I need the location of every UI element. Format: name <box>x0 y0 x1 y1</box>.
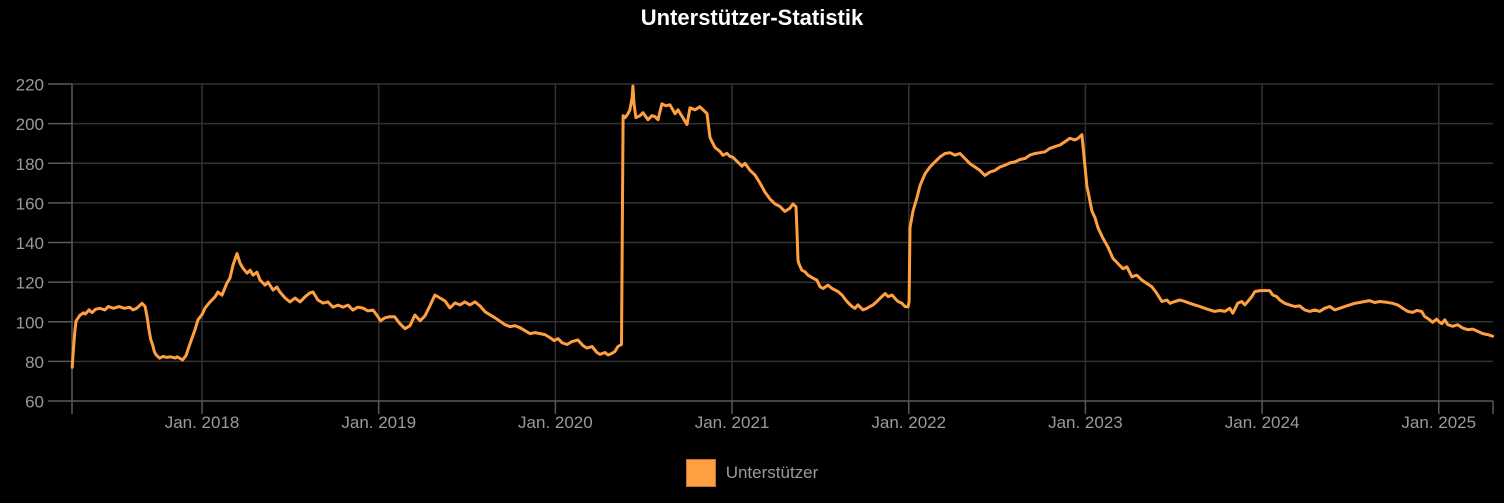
x-tick-label: Jan. 2021 <box>695 413 770 432</box>
y-tick-label: 120 <box>16 274 44 293</box>
x-tick-label: Jan. 2020 <box>518 413 593 432</box>
legend: Unterstützer <box>0 459 1504 487</box>
gridlines <box>72 83 1493 401</box>
chart-title: Unterstützer-Statistik <box>640 5 864 30</box>
y-tick-label: 200 <box>16 115 44 134</box>
x-tick-label: Jan. 2024 <box>1225 413 1300 432</box>
x-tick-label: Jan. 2025 <box>1401 413 1476 432</box>
x-tick-label: Jan. 2018 <box>165 413 240 432</box>
x-tick-label: Jan. 2022 <box>871 413 946 432</box>
y-tick-label: 160 <box>16 194 44 213</box>
legend-swatch <box>685 459 716 487</box>
y-tick-label: 80 <box>25 353 44 372</box>
x-tick-label: Jan. 2023 <box>1048 413 1123 432</box>
series-line <box>70 84 1495 369</box>
axis-tick-labels: 60 80 100 120 140 160 180 200 220 Jan. 2018 Jan. 2… <box>16 76 1476 433</box>
legend-item-unterstuetzer[interactable]: Unterstützer <box>685 459 819 487</box>
y-tick-label: 100 <box>16 313 44 332</box>
x-tick-label: Jan. 2019 <box>341 413 416 432</box>
y-tick-label: 140 <box>16 234 44 253</box>
legend-label: Unterstützer <box>725 463 819 482</box>
y-tick-label: 60 <box>25 393 44 412</box>
y-tick-label: 220 <box>16 76 44 95</box>
series-path <box>70 84 1495 369</box>
tick-marks <box>48 83 1494 414</box>
y-tick-label: 180 <box>16 155 44 174</box>
